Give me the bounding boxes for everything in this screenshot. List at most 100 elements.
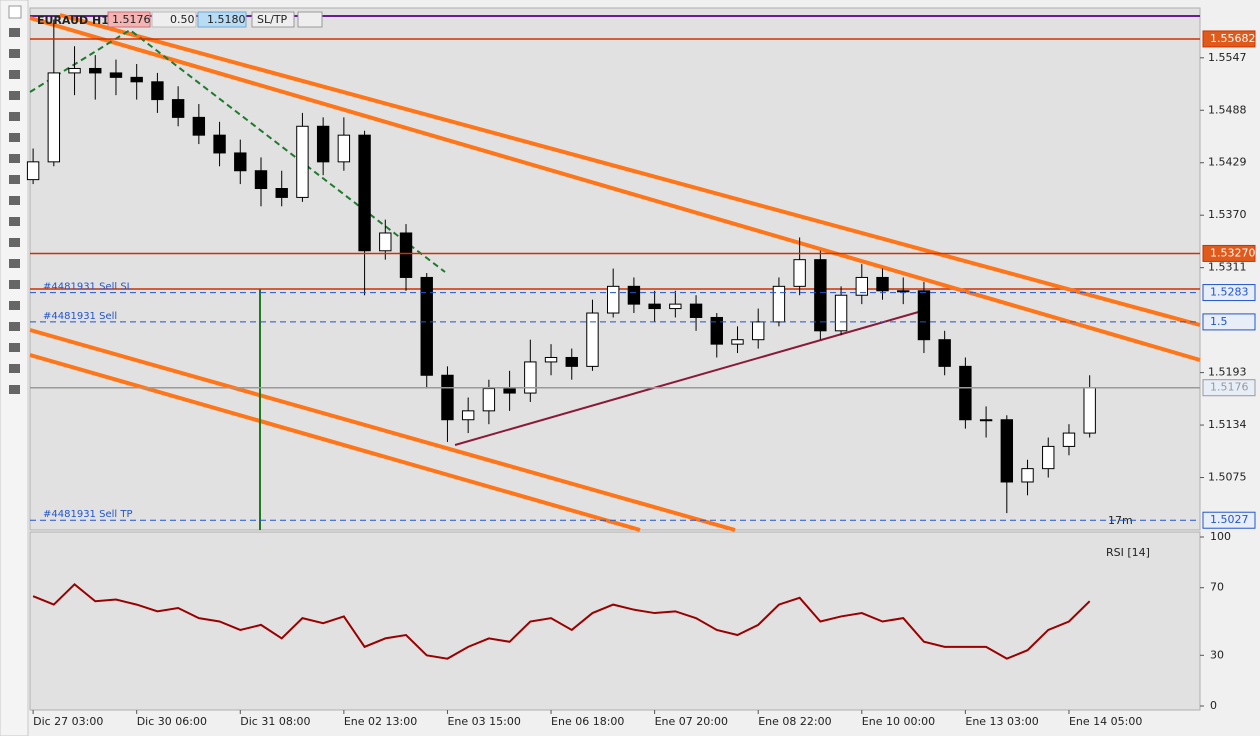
tool-icon[interactable]: [9, 385, 20, 394]
candle-body: [586, 312, 599, 367]
tool-icon[interactable]: [9, 322, 20, 331]
price-tag: [1202, 284, 1256, 302]
candle-body: [710, 316, 723, 345]
y-tick-label: 30: [1210, 648, 1224, 661]
candle-body: [337, 134, 351, 163]
y-tick-label: 0: [1210, 699, 1217, 712]
candle-body: [897, 290, 910, 293]
tool-icon[interactable]: [9, 259, 20, 268]
tool-icon[interactable]: [9, 91, 20, 100]
candle-body: [627, 285, 641, 305]
candle-body: [979, 419, 993, 422]
y-tick-label: 70: [1210, 581, 1224, 594]
rsi-title: RSI [14]: [1106, 546, 1150, 559]
order-label: #4481931 Sell: [43, 311, 117, 322]
tool-icon[interactable]: [9, 196, 20, 205]
tool-icon[interactable]: [9, 364, 20, 373]
tool-icon[interactable]: [9, 49, 20, 58]
candle-body: [1083, 387, 1096, 434]
y-tick-label: 1.5075: [1208, 471, 1247, 484]
y-tick-label: 100: [1210, 530, 1231, 543]
candle-body: [544, 356, 558, 363]
sell-price: 1.5176: [112, 13, 151, 26]
buy-button[interactable]: [197, 11, 247, 28]
y-tick-label: 1.5311: [1208, 261, 1247, 274]
candle-body: [855, 276, 868, 296]
x-tick-label: Ene 13 03:00: [965, 715, 1038, 728]
symbol: EURAUD H1: [37, 14, 109, 27]
candle-body: [379, 232, 392, 252]
sell-button[interactable]: [107, 11, 151, 28]
candle-body: [1062, 432, 1076, 447]
tool-icon[interactable]: [9, 175, 20, 184]
x-tick-label: Ene 14 05:00: [1069, 715, 1142, 728]
channel-line: [29, 328, 736, 532]
volume-box[interactable]: [151, 11, 197, 28]
x-tick-label: Ene 02 13:00: [344, 715, 417, 728]
price-tag: [1202, 244, 1256, 262]
tool-icon[interactable]: [9, 217, 20, 226]
y-tick-label: 1.5547: [1208, 51, 1247, 64]
x-tick-label: Ene 03 15:00: [447, 715, 520, 728]
support-line: [454, 310, 923, 446]
tool-icon[interactable]: [9, 28, 20, 37]
candle-body: [192, 116, 206, 136]
price-tag: [1202, 313, 1256, 331]
candle-body: [358, 134, 371, 252]
candle-body: [938, 339, 951, 367]
x-tick-label: Dic 30 06:00: [137, 715, 207, 728]
tool-icon[interactable]: [9, 343, 20, 352]
candle-body: [503, 388, 516, 394]
candle-body: [151, 81, 164, 101]
candle-body: [461, 410, 475, 421]
toolbar-icons: [8, 5, 22, 394]
y-tick-label: 1.5134: [1208, 418, 1247, 431]
candle-body: [565, 356, 578, 367]
tool-icon[interactable]: [9, 70, 20, 79]
tool-icon[interactable]: [9, 112, 20, 121]
tool-icon[interactable]: [9, 280, 20, 289]
tool-icon[interactable]: [9, 238, 20, 247]
x-tick-label: Ene 06 18:00: [551, 715, 624, 728]
drawings: [29, 13, 1201, 532]
tool-icon[interactable]: [9, 301, 20, 310]
candle-body: [1042, 445, 1055, 470]
candle-body: [482, 388, 496, 412]
top-toolbar: EURAUD H1 1.5176 0.50 1.5180 SL/TP: [37, 11, 323, 28]
price-tag-label: 1.5: [1210, 315, 1228, 328]
candle-body: [606, 285, 620, 314]
candle-body: [254, 170, 268, 190]
chart-type-button[interactable]: [297, 11, 323, 28]
candle-body: [689, 303, 703, 318]
price-tag: [1202, 30, 1256, 48]
rsi-line: [32, 582, 1091, 660]
candle-body: [26, 161, 40, 181]
candle-body: [68, 67, 81, 74]
candle-body: [959, 365, 972, 421]
price-tag-label: 1.5176: [1210, 381, 1249, 394]
tool-icon[interactable]: [9, 133, 20, 142]
volume: 0.50: [170, 13, 195, 26]
candle-body: [441, 374, 454, 421]
sltp-button[interactable]: [251, 11, 295, 28]
tool-icon[interactable]: [8, 5, 22, 19]
price-panel: [29, 7, 1201, 531]
price-tag-label: 1.53270: [1210, 246, 1256, 259]
candle-body: [109, 72, 123, 78]
x-tick-label: Ene 08 22:00: [758, 715, 831, 728]
rsi-panel: [29, 531, 1201, 711]
candle-body: [275, 188, 288, 198]
channel-line: [59, 13, 1201, 327]
price-tag-label: 1.5283: [1210, 286, 1249, 299]
channel-line: [29, 353, 641, 532]
order-label: #4481931 Sell TP: [43, 509, 132, 520]
candle-body: [1021, 468, 1034, 483]
candle-body: [1000, 419, 1014, 483]
candle-body: [814, 259, 827, 332]
price-tag-label: 1.55682: [1210, 32, 1256, 45]
candle-body: [524, 361, 537, 394]
y-tick-label: 1.5193: [1208, 366, 1247, 379]
tool-icon[interactable]: [9, 154, 20, 163]
